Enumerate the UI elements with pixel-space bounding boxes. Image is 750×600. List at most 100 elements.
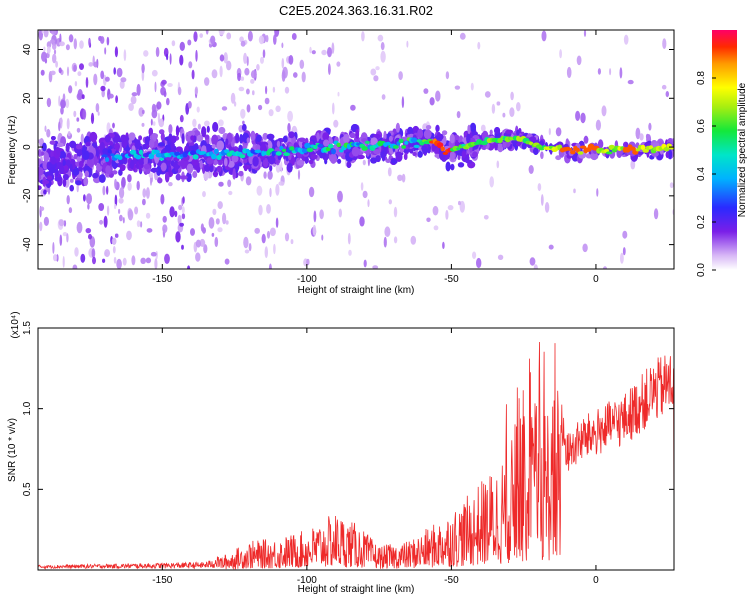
colorbar-tick-label: 0.0 (696, 263, 707, 277)
spectrogram-speckle (154, 81, 157, 93)
spectrogram-cell (42, 142, 47, 152)
spectrogram-speckle (174, 210, 178, 217)
spectrogram-speckle (240, 108, 246, 119)
spectrogram-speckle (398, 71, 403, 81)
spectrogram-cell (84, 170, 90, 178)
spectrogram-speckle (134, 206, 139, 215)
spectrogram-cell (533, 147, 539, 155)
spectrogram-speckle (73, 38, 78, 50)
spectrogram-cell (337, 158, 342, 164)
spectrogram-speckle (222, 212, 227, 225)
spectrogram-y-label: Frequency (Hz) (7, 116, 18, 185)
spectrogram-speckle (306, 258, 310, 266)
spectrogram-cell (417, 150, 423, 158)
spectrogram-speckle (559, 49, 562, 59)
spectrogram-cell (256, 134, 262, 142)
spectrogram-cell (395, 152, 403, 162)
spectrogram-cell (511, 139, 518, 145)
spectrogram-cell (54, 176, 62, 182)
spectrogram-cell (75, 180, 82, 186)
spectrogram-speckle (359, 216, 365, 227)
spectrogram-speckle (130, 95, 137, 105)
spectrogram-cell (425, 125, 432, 130)
spectrogram-speckle (81, 94, 85, 100)
spectrogram-speckle (214, 236, 219, 248)
spectrogram-cell (275, 159, 280, 164)
spectrogram-speckle (484, 91, 491, 98)
spectrogram-speckle (662, 38, 667, 50)
spectrogram-speckle (82, 109, 87, 120)
spectrogram-speckle (516, 102, 521, 112)
spectrogram-ridge-cell (101, 154, 108, 158)
spectrogram-speckle (142, 198, 146, 206)
spectrogram-speckle (113, 203, 117, 210)
spectrogram-speckle (297, 169, 301, 180)
spectrogram-speckle (331, 42, 335, 54)
spectrogram-speckle (313, 210, 317, 223)
spectrogram-speckle (58, 67, 62, 74)
spectrogram-cell (181, 133, 185, 144)
spectrogram-cell (164, 144, 173, 152)
spectrogram-cell (266, 133, 275, 140)
spectrogram-speckle (179, 222, 185, 227)
spectrogram-speckle (247, 30, 253, 42)
spectrogram-speckle (52, 242, 55, 254)
spectrogram-cell (69, 184, 74, 192)
spectrogram-ridge-cell (312, 145, 318, 150)
spectrogram-speckle (148, 172, 154, 178)
spectrogram-cell (457, 154, 461, 161)
spectrogram-cell (597, 139, 604, 149)
colorbar-ticks: 0.0 0.2 0.4 0.6 0.8 (696, 71, 716, 277)
spectrogram-ridge-cell (224, 149, 230, 154)
spectrogram-speckle (217, 227, 223, 233)
spectrogram-cell (73, 154, 78, 160)
spectrogram-speckle (273, 243, 276, 255)
spectrogram-cell (373, 149, 381, 155)
spectrogram-speckle (40, 69, 45, 76)
spectrogram-speckle (540, 194, 544, 206)
spectrogram-speckle (74, 81, 78, 87)
spectrogram-speckle (203, 244, 208, 254)
spectrogram-speckle (489, 176, 495, 188)
spectrogram-speckle (49, 39, 56, 44)
spectrogram-speckle (146, 228, 153, 233)
spectrogram-speckle (179, 54, 184, 66)
spectrogram-speckle (609, 68, 612, 76)
spectrogram-speckle (150, 118, 153, 126)
spectrogram-speckle (595, 119, 602, 131)
spectrogram-speckle (119, 80, 125, 89)
spectrogram-cell (282, 135, 288, 143)
spectrogram-speckle (377, 34, 384, 42)
spectrogram-speckle (191, 69, 195, 80)
spectrogram-speckle (669, 182, 674, 189)
spectrogram-cell (470, 122, 476, 132)
spectrogram-speckle (66, 118, 70, 130)
spectrogram-speckle (66, 66, 70, 77)
spectrogram-speckle (250, 78, 255, 84)
spectrogram-speckle (275, 183, 280, 196)
spectrogram-speckle (228, 190, 233, 196)
spectrogram-speckle (203, 170, 210, 181)
x-tick-label: -150 (152, 274, 172, 285)
spectrogram-speckle (154, 258, 158, 269)
spectrogram-speckle (635, 127, 641, 140)
spectrogram-cell (225, 138, 229, 145)
spectrogram-speckle (362, 190, 368, 199)
spectrogram-speckle (68, 207, 73, 214)
spectrogram-speckle (152, 121, 156, 126)
colorbar-tick-label: 0.4 (696, 167, 707, 181)
spectrogram-speckle (114, 178, 117, 189)
spectrogram-ridge-cell (410, 137, 418, 143)
spectrogram-cell (395, 122, 400, 133)
spectrogram-speckle (92, 256, 96, 265)
spectrogram-speckle (60, 106, 64, 115)
spectrogram-cell (521, 142, 527, 150)
spectrogram-cell (150, 167, 159, 173)
spectrogram-speckle (197, 123, 201, 130)
spectrogram-cell (65, 142, 70, 153)
spectrogram-ridge-cell (148, 153, 155, 160)
spectrogram-cell (276, 140, 281, 148)
spectrogram-speckle (76, 183, 79, 193)
spectrogram-speckle (79, 40, 84, 49)
spectrogram-cell (104, 134, 111, 143)
